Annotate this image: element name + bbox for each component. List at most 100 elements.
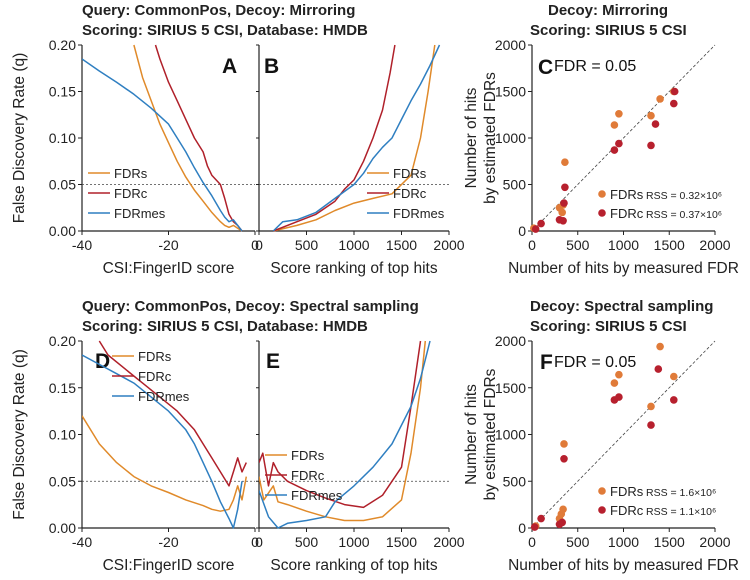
panel-letter-c: C <box>538 56 553 79</box>
legend-label-fdrc: FDRc <box>114 186 148 201</box>
y-tick-label: 0 <box>518 223 526 239</box>
y-tick-label: 0.15 <box>49 84 76 100</box>
y-tick-label: 0.10 <box>49 130 76 146</box>
series-line-fdrc <box>273 44 396 232</box>
legend-label-fdrc: FDRc <box>393 186 427 201</box>
scatter-point-fdrs <box>647 402 655 411</box>
x-tick-label: 2000 <box>699 534 730 550</box>
scatter-point-fdrs <box>561 158 569 166</box>
series-line-fdrmes <box>259 340 431 529</box>
series-line-fdrc <box>154 44 243 232</box>
scatter-point-fdrc <box>615 139 623 148</box>
scatter-point-fdrc <box>560 199 568 207</box>
panel-letter-a: A <box>222 55 237 78</box>
diagonal-reference-line <box>531 340 716 529</box>
x-tick-label: 1500 <box>386 237 417 253</box>
y-axis-label: False Discovery Rate (q) <box>11 349 28 520</box>
y-tick-label: 0.05 <box>49 177 76 193</box>
y-tick-label: 1500 <box>495 84 526 100</box>
legend-dot-fdrc <box>598 506 606 514</box>
x-tick-label: 1500 <box>654 534 685 550</box>
scatter-point-fdrs <box>559 505 567 514</box>
legend-label-fdrs: FDRs <box>610 484 644 499</box>
scatter-point-fdrs <box>560 440 568 448</box>
header-top-right-2: Scoring: SIRIUS 5 CSI <box>530 22 687 39</box>
y-axis-label: Number of hits by estimated FDRs <box>463 72 499 204</box>
x-axis-label: Score ranking of top hits <box>270 260 437 277</box>
x-tick-label: 500 <box>295 237 319 253</box>
scatter-point-fdrs <box>656 95 664 103</box>
scatter-point-fdrs <box>647 111 655 120</box>
series-line-fdrc <box>259 340 422 509</box>
y-tick-label: 0.05 <box>49 473 76 489</box>
scatter-point-fdrc <box>654 365 663 373</box>
x-tick-label: 1500 <box>654 237 685 253</box>
x-tick-label: 1000 <box>338 237 369 253</box>
scatter-point-fdrc <box>561 183 569 192</box>
scatter-point-fdrc <box>531 225 540 233</box>
series-line-fdrmes <box>272 44 441 232</box>
panel-letter-d: D <box>95 350 110 373</box>
scatter-point-fdrc <box>670 99 678 108</box>
x-tick-label: 1000 <box>608 237 639 253</box>
legend-label-fdrs: FDRs <box>291 448 325 463</box>
scatter-point-fdrs <box>610 121 619 129</box>
y-tick-label: 1500 <box>495 380 526 396</box>
x-tick-label: 500 <box>566 237 590 253</box>
x-axis-label: Number of hits by measured FDR <box>508 557 739 574</box>
y-tick-label: 2000 <box>495 333 526 349</box>
y-tick-label: 0.00 <box>49 520 76 536</box>
series-line-fdrs <box>259 340 427 522</box>
scatter-point-fdrs <box>615 370 623 379</box>
scatter-point-fdrc <box>670 87 679 96</box>
y-tick-label: 0.15 <box>49 380 76 396</box>
x-axis-label: CSI:FingerID score <box>103 260 235 277</box>
legend-dot-fdrc <box>598 209 606 217</box>
scatter-point-fdrc <box>559 217 567 225</box>
legend-label-fdrs: FDRs <box>610 187 644 202</box>
scatter-point-fdrc <box>560 455 568 463</box>
x-tick-label: -40 <box>72 534 92 550</box>
legend-label-fdrc: FDRc <box>610 206 644 221</box>
panel-d: -40 -20 0 0.00 0.05 0.10 0.15 0.20 CSI:FingerID … <box>11 333 259 574</box>
x-tick-label: 0 <box>255 534 263 550</box>
scatter-point-fdrc <box>530 523 539 531</box>
scatter-point-fdrc <box>670 396 678 404</box>
y-tick-label: 500 <box>503 473 527 489</box>
y-tick-label: 0.10 <box>49 427 76 443</box>
legend-rss-fdrc: RSS = 1.1×10⁶ <box>646 506 716 518</box>
x-tick-label: 2000 <box>433 534 464 550</box>
legend-rss-fdrs: RSS = 1.6×10⁶ <box>646 487 716 499</box>
x-tick-label: 1500 <box>386 534 417 550</box>
panel-letter-b: B <box>264 55 279 78</box>
header-top-right-1: Decoy: Mirroring <box>548 2 668 19</box>
legend-label-fdrmes: FDRmes <box>138 389 190 404</box>
y-tick-label: 0.20 <box>49 333 76 349</box>
x-tick-label: 1000 <box>608 534 639 550</box>
x-tick-label: 0 <box>528 534 536 550</box>
legend-label-fdrc: FDRc <box>138 369 172 384</box>
y-axis-label: Number of hits by estimated FDRs <box>463 368 499 500</box>
scatter-point-fdrc <box>558 518 566 527</box>
y-tick-label: 2000 <box>495 37 526 53</box>
x-axis-label: Number of hits by measured FDR <box>508 260 739 277</box>
x-tick-label: 0 <box>255 237 263 253</box>
x-tick-label: -20 <box>158 534 178 550</box>
legend-dot-fdrs <box>598 487 606 495</box>
legend-label-fdrs: FDRs <box>114 166 148 181</box>
scatter-point-fdrc <box>647 421 655 429</box>
series-line-fdrs <box>82 415 248 512</box>
series-line-fdrs <box>133 44 243 232</box>
y-tick-label: 500 <box>503 177 527 193</box>
legend-rss-fdrc: RSS = 0.37×10⁶ <box>646 209 722 221</box>
fdr-annotation: FDR = 0.05 <box>554 354 636 371</box>
scatter-point-fdrc <box>647 141 655 150</box>
header-top-left-2: Scoring: SIRIUS 5 CSI, Database: HMDB <box>82 22 368 39</box>
panel-letter-e: E <box>266 350 280 373</box>
scatter-point-fdrs <box>656 342 664 351</box>
header-bot-right-2: Scoring: SIRIUS 5 CSI <box>530 318 687 335</box>
x-tick-label: 0 <box>251 534 259 550</box>
y-axis-label: False Discovery Rate (q) <box>11 53 28 224</box>
y-tick-label: 0.20 <box>49 37 76 53</box>
header-top-left-1: Query: CommonPos, Decoy: Mirroring <box>82 2 355 19</box>
